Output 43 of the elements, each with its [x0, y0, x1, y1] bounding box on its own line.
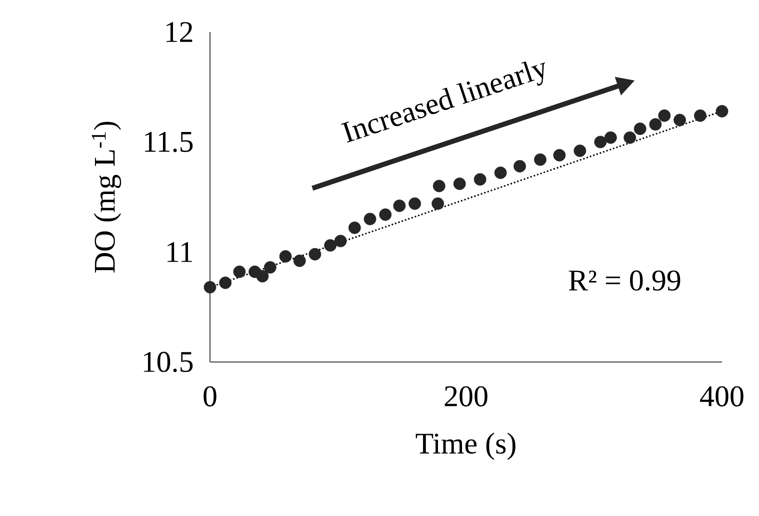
x-tick-label: 0 — [204, 386, 216, 406]
y-tick-label: 11.5 — [145, 132, 193, 152]
point — [379, 208, 392, 221]
point — [494, 166, 507, 179]
x-axis-title: Time (s) — [416, 432, 516, 460]
point — [716, 105, 728, 118]
point — [279, 250, 292, 263]
point — [574, 144, 586, 157]
annotation: R² = 0.99 — [568, 270, 680, 291]
point — [233, 266, 246, 278]
point — [334, 234, 347, 248]
y-tick-label: 11 — [168, 242, 192, 262]
point — [694, 109, 706, 122]
point — [514, 160, 526, 172]
point — [432, 197, 444, 210]
y-tick-label: 12 — [166, 22, 192, 42]
y-tick-label: 10.5 — [144, 352, 193, 372]
point — [364, 212, 376, 226]
point — [649, 118, 662, 131]
point — [308, 248, 322, 260]
point — [604, 131, 617, 144]
point — [393, 200, 406, 212]
point — [634, 122, 646, 135]
point — [256, 270, 269, 282]
point — [264, 261, 276, 274]
point — [324, 239, 337, 252]
point — [658, 109, 671, 122]
x-tick-label: 200 — [444, 386, 488, 406]
point — [432, 180, 446, 192]
point — [408, 197, 421, 210]
point — [624, 131, 636, 144]
point — [534, 153, 546, 166]
point — [219, 276, 232, 289]
point — [553, 149, 566, 162]
point — [674, 114, 686, 126]
y-axis-title: DO (mg L$^{-1}$) — [92, 122, 122, 273]
point — [293, 254, 306, 267]
point — [594, 136, 607, 148]
point — [348, 222, 361, 234]
point — [474, 173, 486, 186]
x-tick-label: 400 — [700, 386, 744, 406]
point — [204, 281, 216, 294]
point — [453, 178, 466, 190]
